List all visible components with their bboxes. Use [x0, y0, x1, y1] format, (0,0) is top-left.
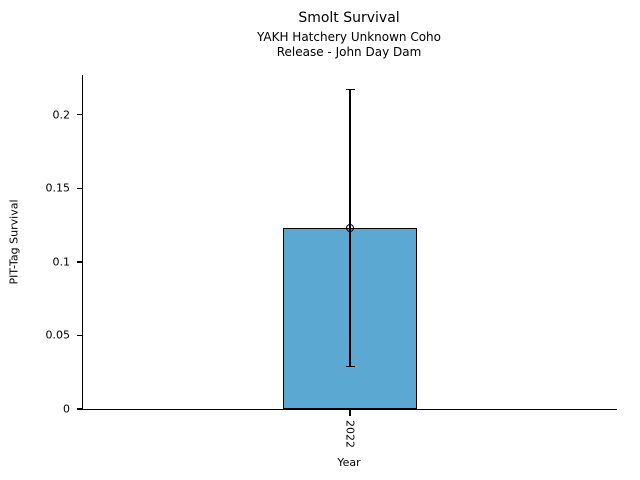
y-tick — [76, 408, 82, 410]
y-tick — [76, 187, 82, 190]
y-tick-label: 0 — [63, 402, 70, 416]
y-tick — [76, 334, 82, 337]
y-axis-label: PIT-Tag Survival — [7, 199, 21, 285]
y-tick — [76, 261, 82, 263]
x-tick-label: 2022 — [343, 420, 357, 448]
chart-subtitle-line2: Release - John Day Dam — [276, 45, 422, 59]
error-bar-cap-upper — [345, 88, 355, 91]
x-axis-label: Year — [337, 456, 361, 469]
y-tick-label: 0.1 — [52, 255, 71, 269]
y-tick — [76, 113, 82, 116]
plot-area: 0 0.05 0.1 0.15 0.2 2022 — [46, 75, 617, 448]
chart-title: Smolt Survival — [298, 10, 400, 26]
chart-subtitle-line1: YAKH Hatchery Unknown Coho — [256, 30, 442, 44]
data-point-marker — [346, 224, 354, 233]
y-tick-label: 0.05 — [45, 328, 71, 342]
y-tick-label: 0.2 — [52, 108, 71, 122]
x-tick — [349, 409, 351, 416]
y-tick-label: 0.15 — [45, 181, 71, 195]
error-bar-cap-lower — [345, 365, 355, 368]
